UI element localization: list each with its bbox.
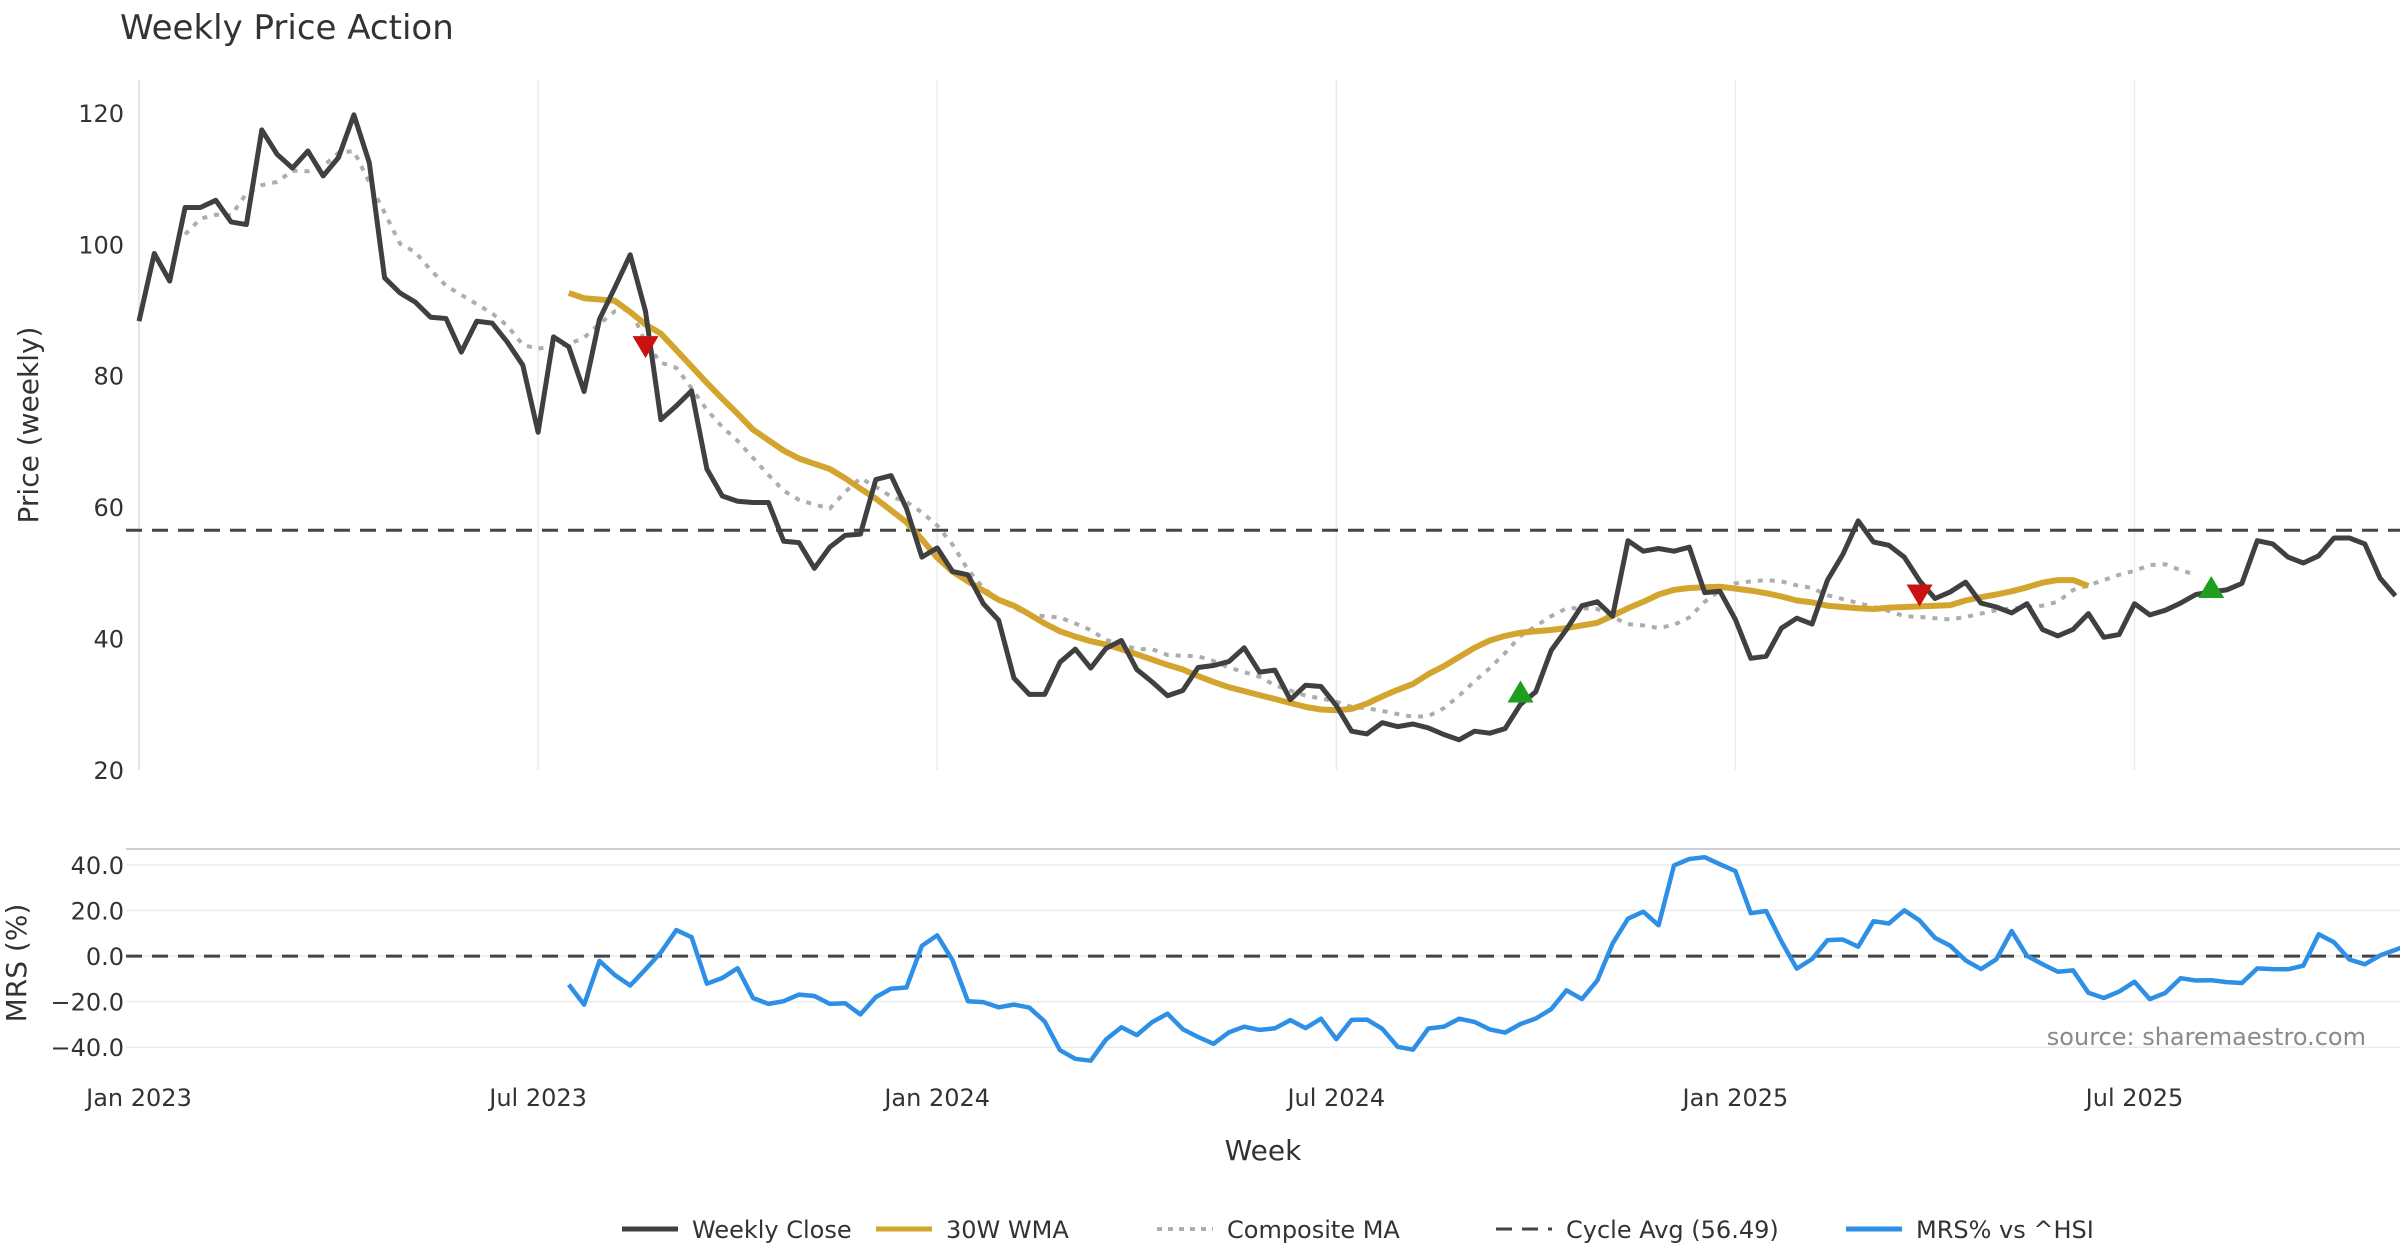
y-tick-label: 120 bbox=[78, 100, 124, 128]
lower-y-ticks: −40.0 −20.0 0.0 20.0 40.0 bbox=[50, 852, 124, 1062]
upper-y-ticks: 20 40 60 80 100 120 bbox=[78, 100, 124, 785]
lower-y-tick-label: 20.0 bbox=[71, 898, 124, 926]
x-tick-label: Jan 2023 bbox=[84, 1084, 192, 1112]
x-tick-label: Jan 2024 bbox=[882, 1084, 990, 1112]
sell-signal-marker bbox=[1906, 584, 1933, 607]
x-tick-label: Jan 2025 bbox=[1681, 1084, 1789, 1112]
y-tick-label: 20 bbox=[93, 757, 124, 785]
source-credit: source: sharemaestro.com bbox=[2047, 1023, 2366, 1051]
y-tick-label: 40 bbox=[93, 626, 124, 654]
legend-label: 30W WMA bbox=[946, 1216, 1069, 1244]
x-ticks: Jan 2023 Jul 2023 Jan 2024 Jul 2024 Jan 2025… bbox=[84, 1084, 2183, 1112]
x-tick-label: Jul 2025 bbox=[2084, 1084, 2184, 1112]
buy-signal-marker bbox=[1507, 680, 1534, 703]
x-axis-title: Week bbox=[1225, 1134, 1302, 1167]
y-axis-title: Price (weekly) bbox=[12, 327, 45, 524]
y-tick-label: 60 bbox=[93, 494, 124, 522]
lower-gridlines bbox=[126, 864, 2400, 1048]
legend: Weekly Close 30W WMA Composite MA Cycle Avg… bbox=[622, 1216, 2094, 1244]
lower-y-tick-label: 40.0 bbox=[71, 852, 124, 880]
wma-30w-line bbox=[567, 290, 2090, 714]
signal-markers bbox=[632, 336, 2225, 703]
x-tick-label: Jul 2024 bbox=[1285, 1084, 1385, 1112]
legend-label: Composite MA bbox=[1227, 1216, 1400, 1244]
mrs-line bbox=[567, 854, 2400, 1063]
y-tick-label: 100 bbox=[78, 231, 124, 259]
legend-label: MRS% vs ^HSI bbox=[1916, 1216, 2094, 1244]
legend-label: Cycle Avg (56.49) bbox=[1566, 1216, 1779, 1244]
lower-y-tick-label: −20.0 bbox=[50, 989, 124, 1017]
legend-label: Weekly Close bbox=[692, 1216, 852, 1244]
sell-signal-marker bbox=[632, 336, 659, 359]
chart-title: Weekly Price Action bbox=[120, 8, 454, 48]
lower-y-tick-label: −40.0 bbox=[50, 1034, 124, 1062]
x-tick-label: Jul 2023 bbox=[487, 1084, 587, 1112]
lower-y-tick-label: 0.0 bbox=[86, 943, 124, 971]
composite-ma-line bbox=[183, 149, 2197, 719]
buy-signal-marker bbox=[2198, 575, 2225, 598]
lower-y-axis-title: MRS (%) bbox=[0, 904, 33, 1023]
y-tick-label: 80 bbox=[93, 363, 124, 391]
weekly-close-line bbox=[136, 112, 2398, 743]
